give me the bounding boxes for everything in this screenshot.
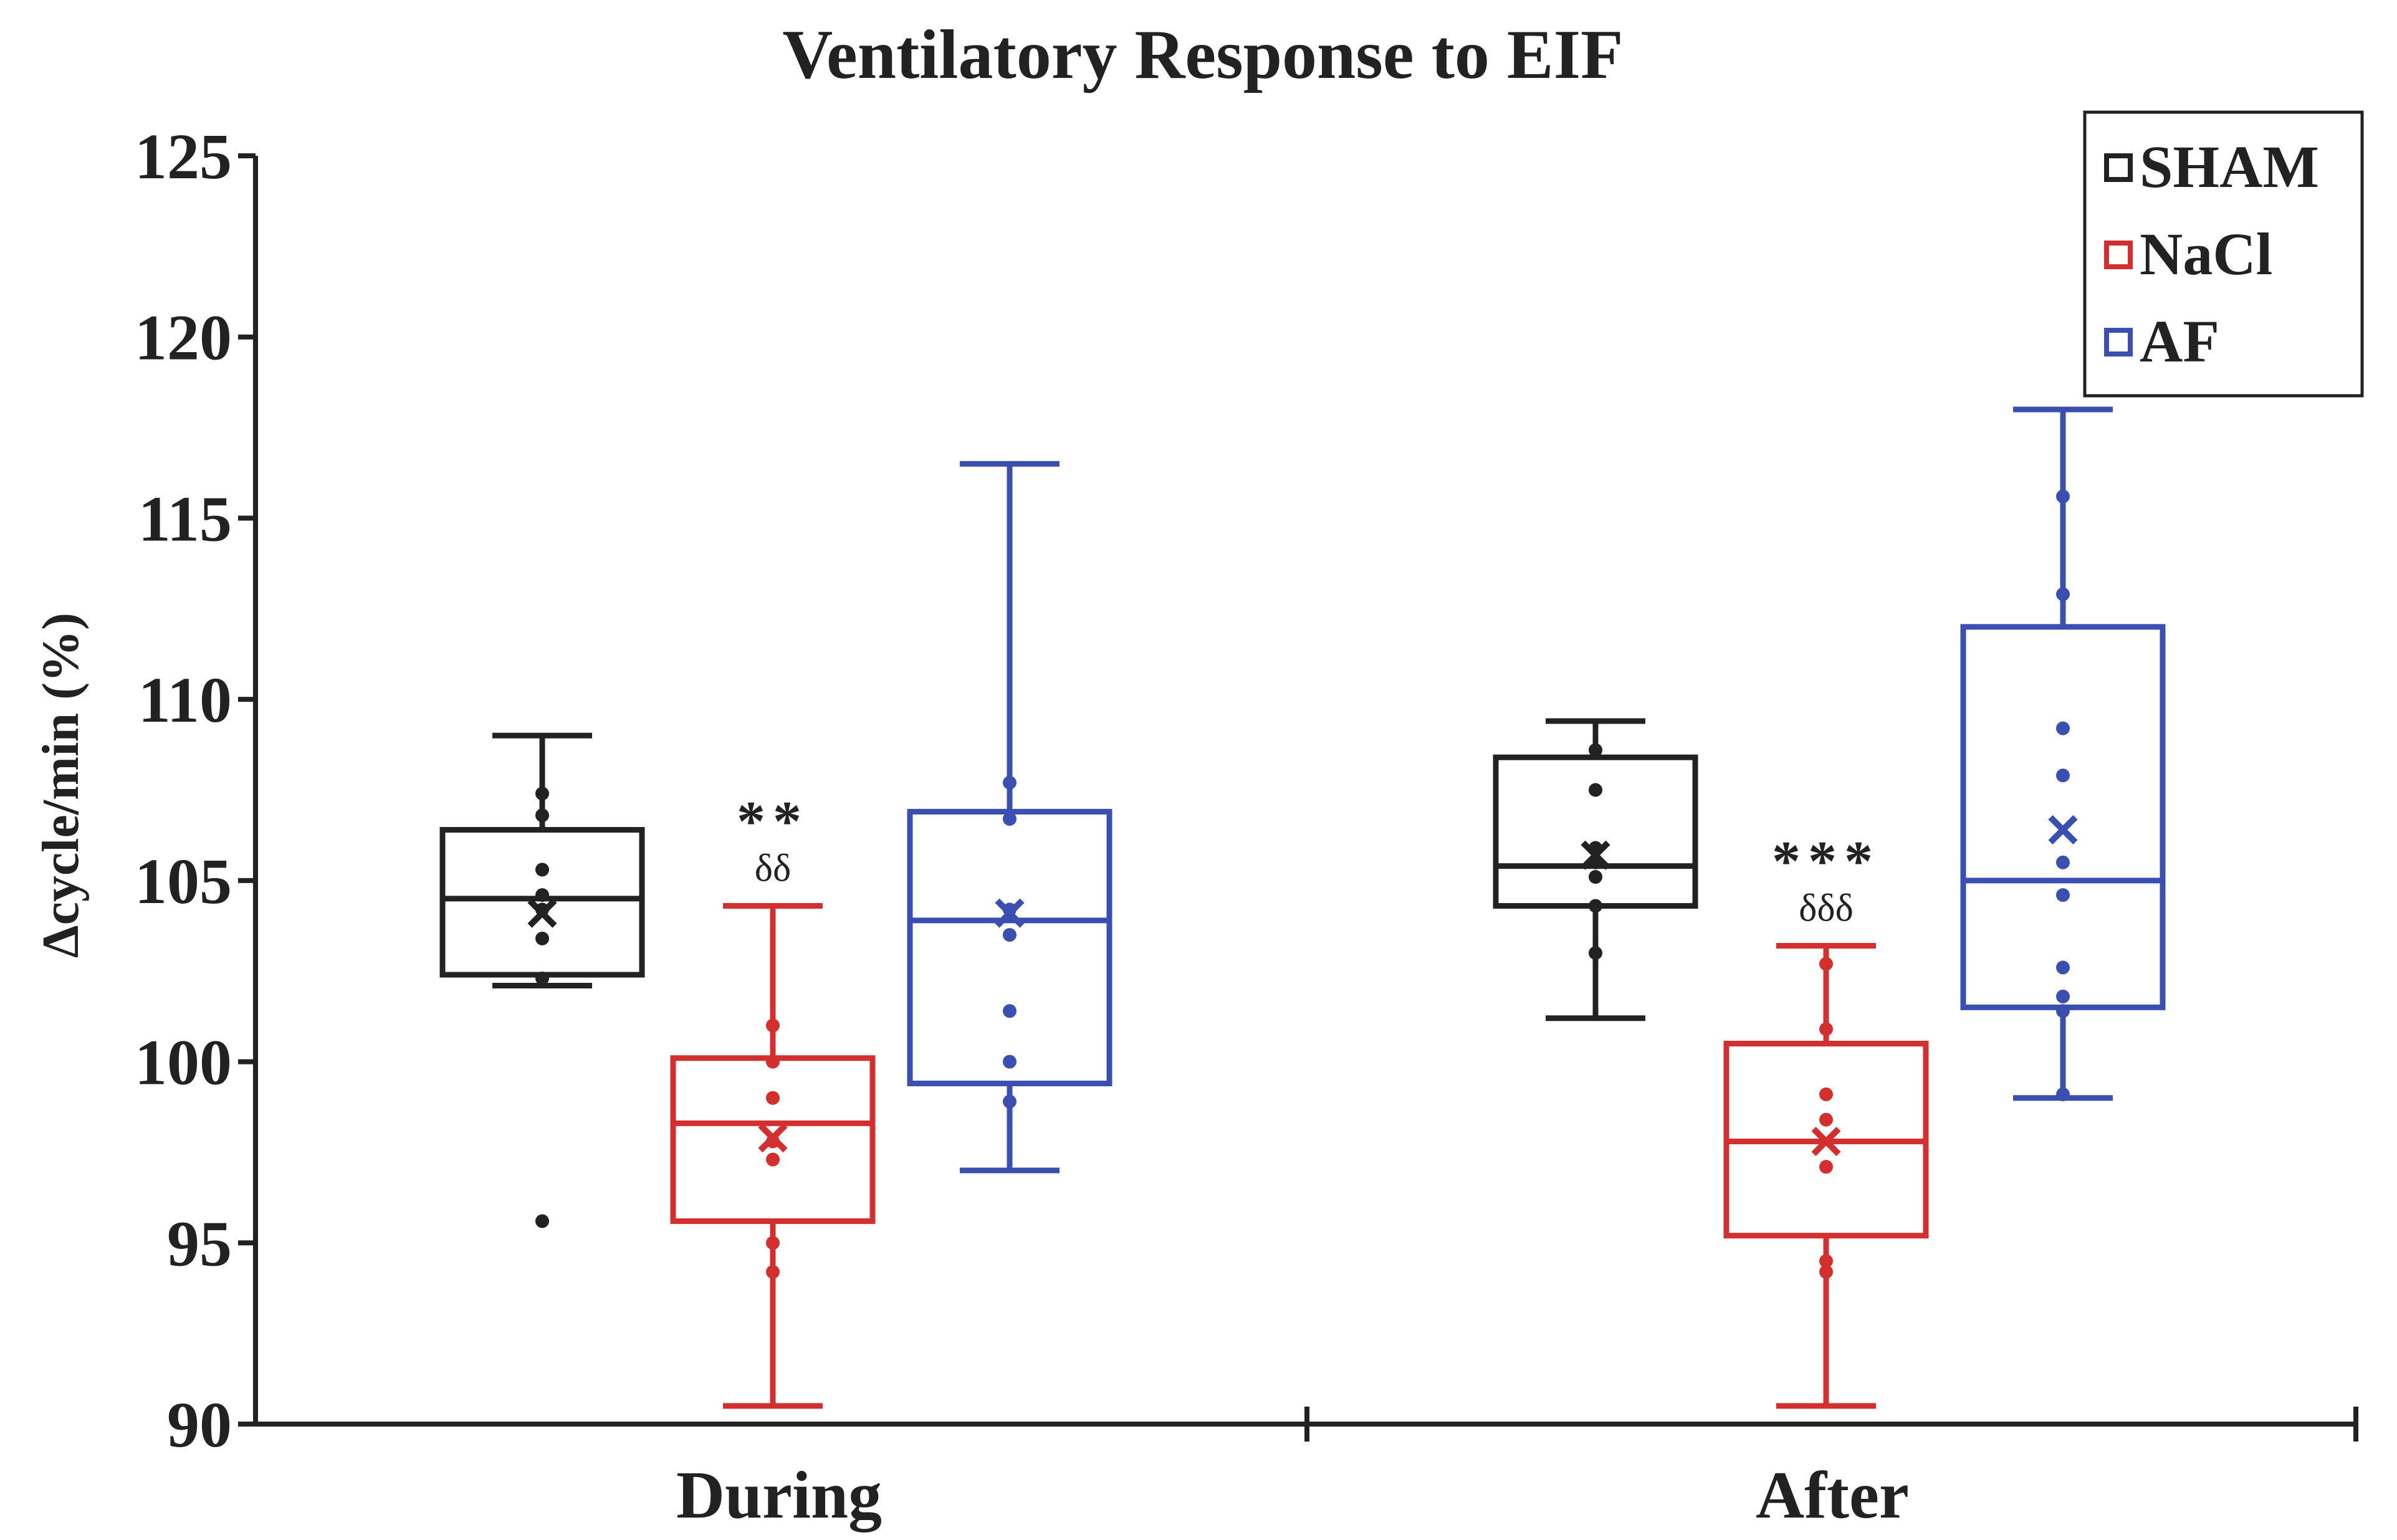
data-point [1819, 1160, 1833, 1174]
data-point [2056, 721, 2070, 735]
data-point [535, 863, 549, 877]
y-tick-label: 125 [135, 121, 232, 193]
mean-marker [2048, 815, 2078, 844]
data-point [535, 971, 549, 985]
box-nacl-during: δδ** [670, 790, 876, 1409]
data-point [535, 888, 549, 902]
mean-marker-stroke [1811, 1126, 1841, 1157]
data-point [1589, 870, 1602, 884]
data-point [535, 787, 549, 801]
significance-annotation: δδδ [1799, 887, 1854, 930]
data-point [2056, 587, 2070, 601]
data-point [766, 1265, 780, 1279]
mean-marker [1811, 1126, 1841, 1157]
data-point [1003, 928, 1017, 942]
data-point [766, 1091, 780, 1105]
legend-label-nacl: NaCl [2140, 221, 2272, 287]
mean-marker [527, 898, 557, 928]
mean-marker-stroke [758, 1123, 788, 1153]
box-sham-during [439, 732, 645, 1228]
data-point [1819, 1112, 1833, 1127]
data-point [1589, 946, 1602, 960]
mean-marker [758, 1123, 788, 1153]
data-point [766, 1236, 780, 1250]
y-axis-label: Δcycle/min (%) [32, 613, 90, 958]
box-af-after [1960, 406, 2166, 1101]
data-point [1003, 775, 1017, 790]
data-point [535, 1214, 549, 1228]
mean-marker [995, 898, 1025, 928]
data-point [1589, 743, 1602, 757]
box-nacl-after: δδδ*** [1723, 830, 1929, 1409]
data-point [535, 808, 549, 823]
data-point [1003, 812, 1017, 826]
box-iqr [1960, 624, 2166, 1010]
data-point [1819, 1087, 1833, 1101]
legend-swatch-sham [2104, 153, 2133, 182]
significance-annotation: ** [737, 790, 809, 853]
y-tick-label: 110 [138, 664, 232, 736]
data-point [2056, 989, 2070, 1003]
mean-marker [1581, 840, 1610, 870]
x-tick-label: After [1756, 1458, 1909, 1533]
legend-swatch-af [2104, 328, 2133, 356]
data-point [2056, 489, 2070, 504]
mean-marker-stroke [527, 898, 557, 928]
y-tick-label: 100 [135, 1027, 232, 1099]
data-point [2056, 855, 2070, 869]
data-point [766, 1018, 780, 1033]
x-tick-label: During [676, 1458, 882, 1533]
data-point [2056, 1004, 2070, 1018]
data-point [1003, 1004, 1017, 1018]
data-point [1819, 957, 1833, 971]
y-tick-label: 115 [138, 483, 232, 555]
data-point [2056, 1087, 2070, 1101]
mean-marker-stroke [995, 898, 1025, 928]
y-tick-label: 120 [135, 302, 232, 374]
y-tick-label: 105 [135, 846, 232, 917]
legend-label-af: AF [2140, 308, 2219, 375]
box-iqr [439, 826, 645, 978]
legend: SHAM NaCl AF [2083, 110, 2364, 398]
data-point [2056, 888, 2070, 902]
data-point [1819, 1254, 1833, 1268]
data-point [535, 931, 549, 945]
significance-annotation: *** [1772, 830, 1880, 893]
data-point [2056, 768, 2070, 783]
mean-marker-stroke [2048, 815, 2078, 844]
y-tick-label: 90 [167, 1389, 232, 1461]
data-point [1819, 1022, 1833, 1036]
mean-marker-stroke [1581, 840, 1610, 870]
chart-title: Ventilatory Response to EIF [782, 16, 1623, 93]
legend-swatch-nacl [2104, 241, 2133, 269]
box-af-during [907, 461, 1112, 1174]
data-point [1589, 899, 1602, 913]
data-point [1589, 783, 1602, 797]
box-sham-after [1493, 718, 1698, 1021]
data-point [766, 1152, 780, 1167]
y-tick-label: 95 [167, 1208, 232, 1279]
box-iqr [907, 808, 1112, 1086]
data-point [1003, 1094, 1017, 1109]
data-point [766, 1055, 780, 1069]
data-point [2056, 960, 2070, 975]
data-point [1819, 1265, 1833, 1279]
significance-annotation: δδ [755, 848, 791, 890]
data-point [1003, 1055, 1017, 1069]
legend-label-sham: SHAM [2140, 133, 2319, 200]
